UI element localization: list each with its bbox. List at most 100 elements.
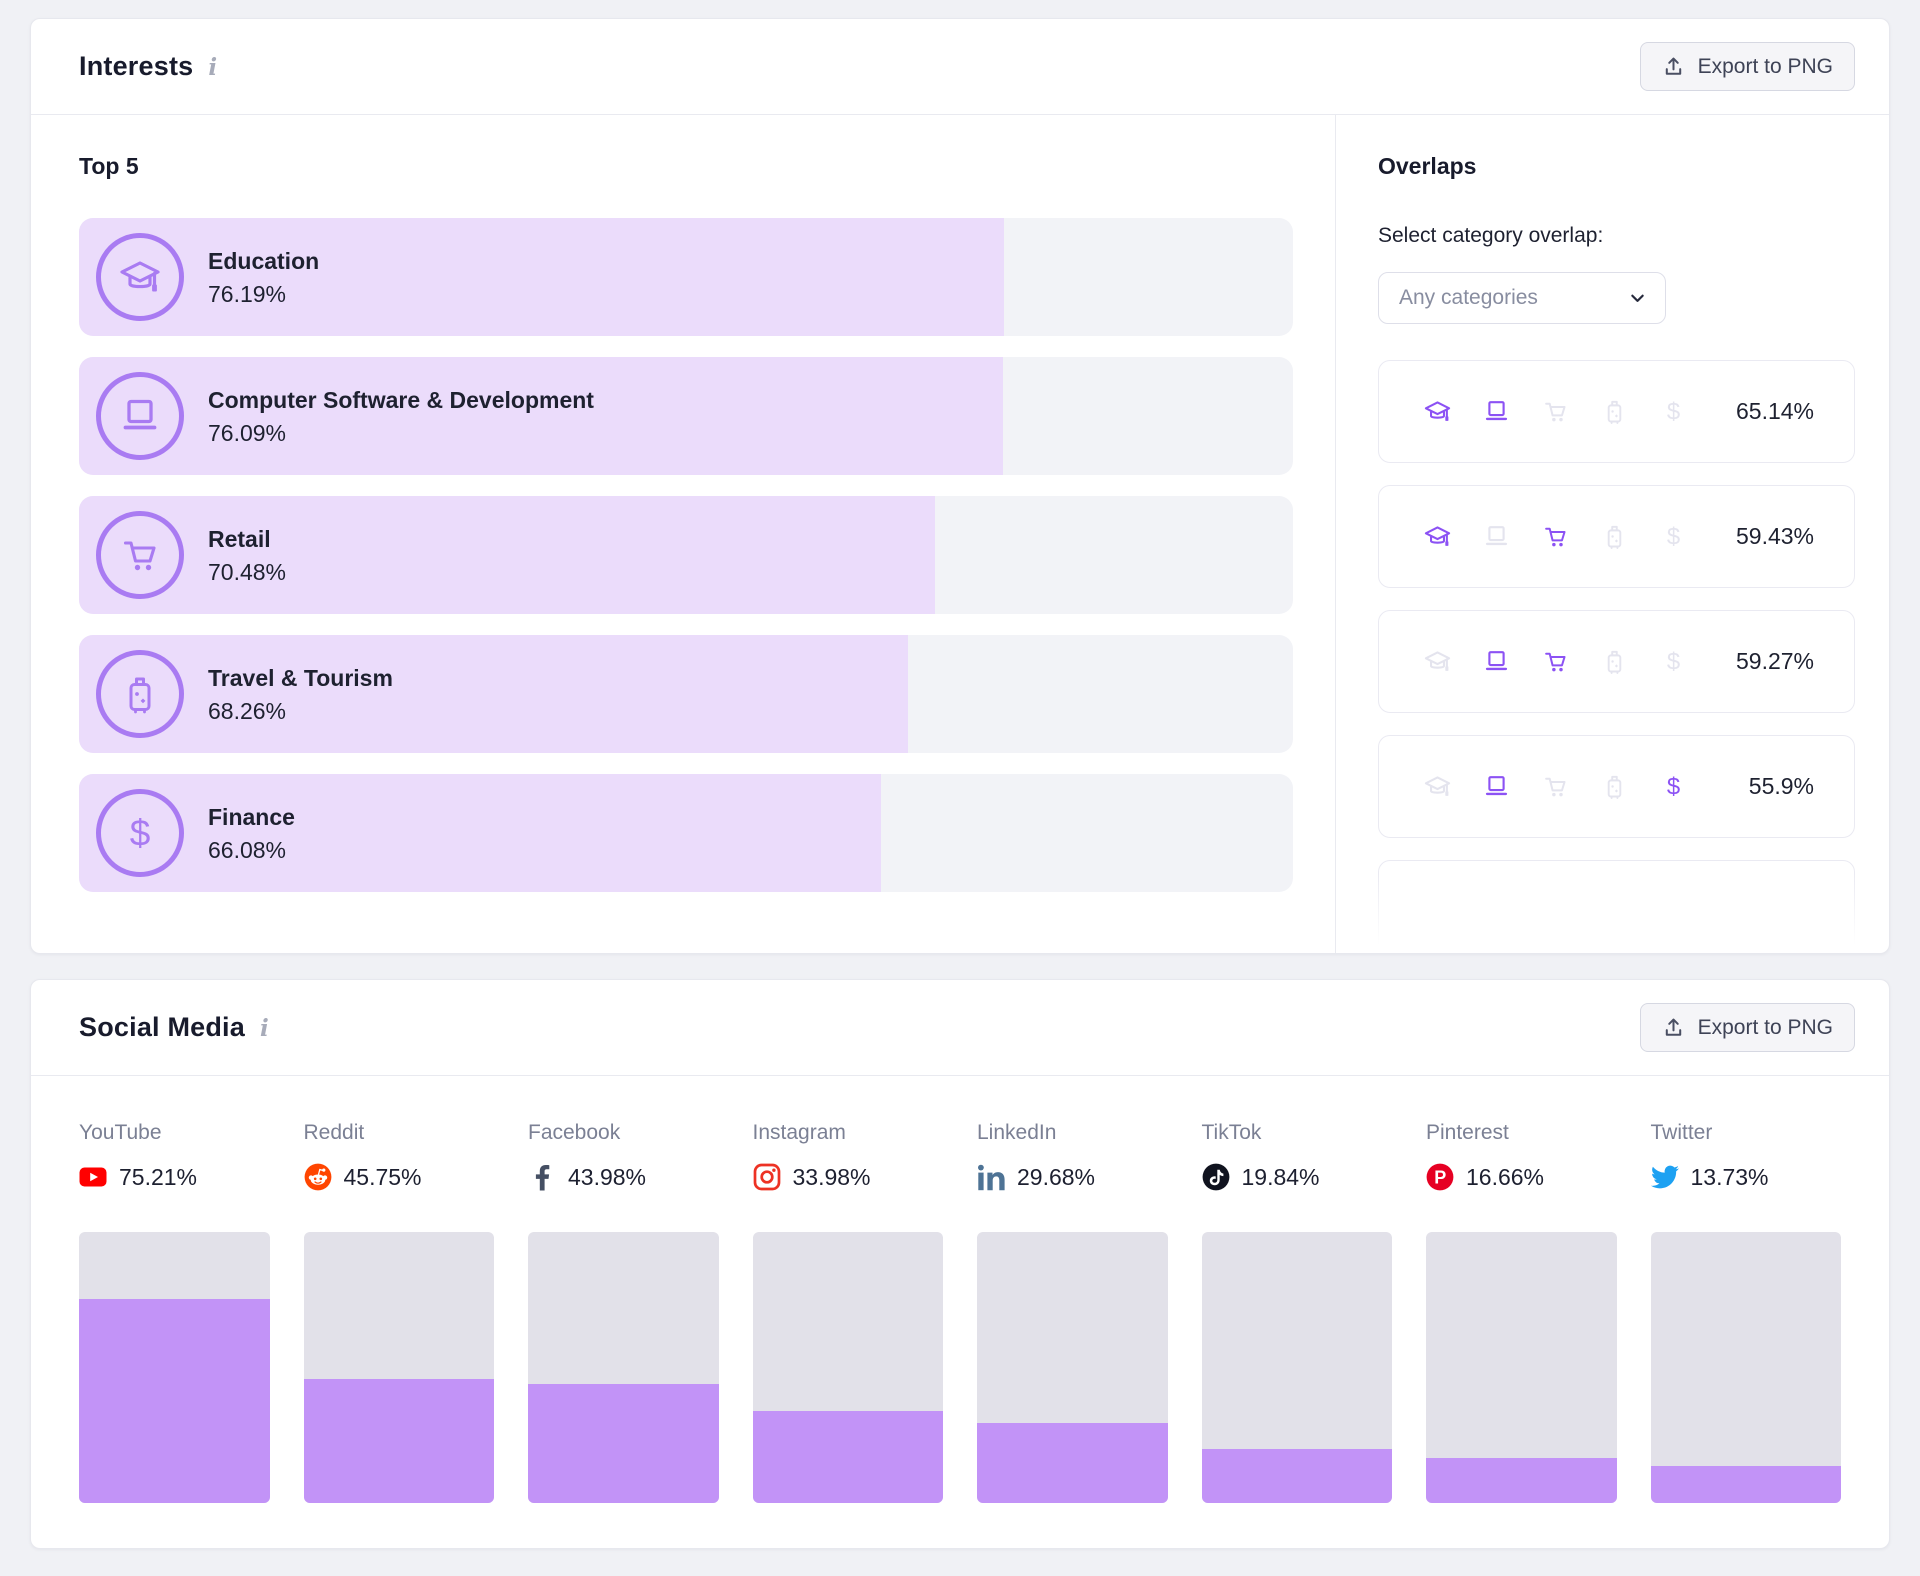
- overlap-row-partial[interactable]: [1378, 860, 1855, 953]
- social-bar: [752, 1232, 943, 1503]
- interest-bar-fill: [79, 635, 908, 753]
- platform-value: 16.66%: [1466, 1163, 1545, 1190]
- overlap-row[interactable]: 65.14%: [1378, 360, 1855, 463]
- pinterest-icon: [1426, 1163, 1454, 1191]
- facebook-icon: [528, 1163, 556, 1191]
- platform-value: 13.73%: [1690, 1163, 1769, 1190]
- social-bar: [528, 1232, 719, 1503]
- platform-name: Instagram: [752, 1121, 846, 1144]
- platform-value: 29.68%: [1017, 1163, 1096, 1190]
- platform-name: Reddit: [303, 1121, 365, 1144]
- instagram-icon: [753, 1163, 781, 1191]
- social-bar-fill: [1650, 1465, 1841, 1503]
- category-overlap-dropdown[interactable]: Any categories: [1378, 272, 1666, 324]
- platform-value: 75.21%: [119, 1163, 198, 1190]
- graduation-cap-icon: [1422, 521, 1453, 552]
- shopping-cart-icon: [1540, 771, 1571, 802]
- social-column-reddit: Reddit 45.75%: [303, 1120, 494, 1503]
- interest-bar-fill: [79, 496, 935, 614]
- luggage-icon: [1599, 771, 1630, 802]
- twitter-icon: [1651, 1163, 1679, 1191]
- interest-bar-fill: [79, 774, 882, 892]
- linkedin-icon: [977, 1163, 1005, 1191]
- interest-bar-fill: [79, 357, 1003, 475]
- social-header: Social Media i Export to PNG: [31, 980, 1889, 1075]
- reddit-icon: [304, 1163, 332, 1191]
- social-bar-fill: [1201, 1449, 1392, 1503]
- interest-row-travel-tourism: Travel & Tourism 68.26%: [79, 635, 1293, 753]
- interest-label: Travel & Tourism: [208, 665, 393, 691]
- interest-label: Finance: [208, 804, 295, 830]
- overlap-value: 55.9%: [1748, 773, 1814, 799]
- overlap-value: 59.27%: [1735, 648, 1814, 674]
- interest-row-retail: Retail 70.48%: [79, 496, 1293, 614]
- social-bar-fill: [752, 1410, 943, 1503]
- graduation-cap-icon: [1422, 396, 1453, 427]
- interest-value: 70.48%: [208, 559, 287, 585]
- social-media-title: Social Media: [79, 1012, 245, 1042]
- export-to-png-button[interactable]: Export to PNG: [1639, 1003, 1855, 1052]
- dollar-icon: [1658, 646, 1689, 677]
- social-column-tiktok: TikTok 19.84%: [1201, 1120, 1392, 1503]
- social-grid: YouTube 75.21% Reddit 45.75%: [79, 1120, 1841, 1503]
- social-column-twitter: Twitter 13.73%: [1650, 1120, 1841, 1503]
- shopping-cart-icon: [1540, 396, 1571, 427]
- header-divider: [31, 114, 1889, 115]
- overlap-list: 65.14% 59.43%: [1372, 360, 1861, 953]
- overlap-row[interactable]: 59.27%: [1378, 610, 1855, 713]
- overlap-row[interactable]: 55.9%: [1378, 735, 1855, 838]
- export-icon: [1662, 55, 1685, 78]
- overlap-value: 59.43%: [1735, 523, 1814, 549]
- social-media-card: Social Media i Export to PNG YouTube 75.…: [30, 979, 1890, 1549]
- dollar-icon: [1658, 771, 1689, 802]
- social-column-youtube: YouTube 75.21%: [79, 1120, 270, 1503]
- export-to-png-button[interactable]: Export to PNG: [1639, 42, 1855, 91]
- social-bar: [1426, 1232, 1617, 1503]
- export-button-label: Export to PNG: [1697, 54, 1833, 78]
- interest-row-finance: Finance 66.08%: [79, 774, 1293, 892]
- youtube-icon: [79, 1163, 107, 1191]
- social-bar: [977, 1232, 1168, 1503]
- interest-row-computer-software: Computer Software & Development 76.09%: [79, 357, 1293, 475]
- social-bar-fill: [303, 1379, 494, 1503]
- dollar-icon: [1658, 396, 1689, 427]
- interest-label: Retail: [208, 526, 271, 552]
- platform-name: Facebook: [528, 1121, 621, 1144]
- laptop-icon: [96, 372, 184, 460]
- dropdown-value: Any categories: [1399, 286, 1538, 309]
- shopping-cart-icon: [1540, 646, 1571, 677]
- graduation-cap-icon: [96, 233, 184, 321]
- header-divider: [31, 1075, 1889, 1076]
- social-bar: [303, 1232, 494, 1503]
- laptop-icon: [1481, 646, 1512, 677]
- tiktok-icon: [1202, 1163, 1230, 1191]
- overlap-row[interactable]: 59.43%: [1378, 485, 1855, 588]
- platform-name: YouTube: [79, 1121, 162, 1144]
- social-bar: [79, 1232, 270, 1503]
- interest-value: 66.08%: [208, 837, 287, 863]
- overlaps-heading: Overlaps: [1378, 153, 1477, 179]
- platform-name: Twitter: [1650, 1121, 1713, 1144]
- chevron-down-icon: [1628, 289, 1647, 308]
- interest-bar-fill: [79, 218, 1004, 336]
- info-icon[interactable]: i: [208, 54, 218, 81]
- top5-heading: Top 5: [79, 153, 139, 179]
- info-icon[interactable]: i: [259, 1015, 269, 1042]
- platform-value: 19.84%: [1241, 1163, 1320, 1190]
- dollar-icon: [96, 789, 184, 877]
- interest-value: 76.09%: [208, 420, 287, 446]
- overlaps-section: Overlaps Select category overlap: Any ca…: [1335, 115, 1889, 953]
- social-column-instagram: Instagram 33.98%: [752, 1120, 943, 1503]
- social-bar-fill: [1426, 1457, 1617, 1503]
- platform-value: 45.75%: [343, 1163, 422, 1190]
- platform-value: 43.98%: [568, 1163, 647, 1190]
- graduation-cap-icon: [1422, 646, 1453, 677]
- social-bar-fill: [528, 1383, 719, 1503]
- top5-section: Top 5 Education 76.19%: [31, 115, 1335, 953]
- laptop-icon: [1481, 771, 1512, 802]
- interests-card: Interests i Export to PNG Top 5 Educatio…: [30, 18, 1890, 954]
- luggage-icon: [1599, 646, 1630, 677]
- social-column-facebook: Facebook 43.98%: [528, 1120, 719, 1503]
- interest-value: 68.26%: [208, 698, 287, 724]
